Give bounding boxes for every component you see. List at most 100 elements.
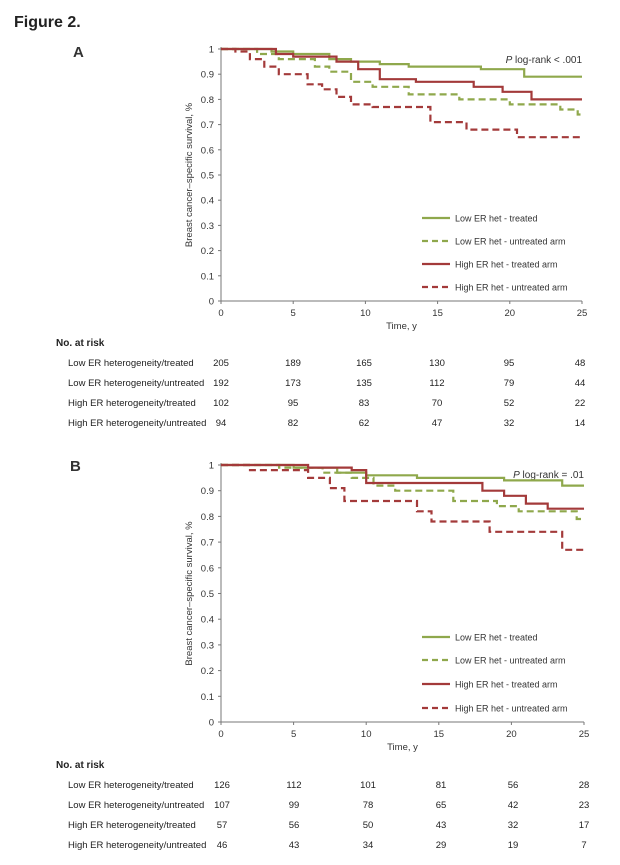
x-tick-label: 20 — [506, 729, 517, 740]
risk-table-row: High ER heterogeneity/treated 102 95 83 70 52… — [0, 398, 620, 412]
risk-table-panel-a: No. at risk Low ER heterogeneity/treated 2… — [0, 338, 620, 438]
x-tick-label: 15 — [432, 308, 443, 319]
legend-entry: Low ER het - untreated arm — [455, 237, 566, 247]
risk-table-title: No. at risk — [56, 760, 105, 771]
x-axis-label: Time, y — [386, 321, 417, 332]
legend-entry: Low ER het - untreated arm — [455, 656, 566, 666]
y-tick-label: 1 — [209, 45, 214, 56]
risk-table-row: High ER heterogeneity/treated 57 56 50 43 32 1… — [0, 820, 620, 834]
risk-count: 82 — [287, 418, 299, 429]
risk-count: 112 — [429, 378, 445, 389]
series-line-1 — [221, 47, 582, 78]
y-tick-label: 1 — [209, 461, 214, 472]
risk-count: 29 — [435, 840, 447, 851]
risk-count: 48 — [574, 358, 586, 369]
risk-count: 130 — [429, 358, 445, 369]
risk-row-label: High ER heterogeneity/untreated — [68, 418, 207, 429]
y-tick-label: 0.6 — [201, 563, 214, 574]
risk-count: 19 — [507, 840, 519, 851]
y-tick-label: 0.3 — [201, 221, 214, 232]
risk-count: 205 — [213, 358, 229, 369]
risk-count: 83 — [358, 398, 370, 409]
panel-label: B — [70, 458, 81, 475]
y-axis-label: Breast cancer–specific survival, % — [184, 102, 195, 247]
x-tick-label: 25 — [577, 308, 588, 319]
x-axis-label: Time, y — [387, 742, 418, 753]
risk-count: 56 — [507, 780, 519, 791]
y-axis-label: Breast cancer–specific survival, % — [184, 521, 195, 666]
risk-count: 57 — [216, 820, 228, 831]
p-value-text: log-rank < .001 — [512, 55, 582, 66]
legend-entry: Low ER het - treated — [455, 214, 538, 224]
y-tick-label: 0.6 — [201, 145, 214, 156]
y-tick-label: 0.4 — [201, 615, 214, 626]
risk-count: 32 — [503, 418, 515, 429]
y-tick-label: 0.9 — [201, 70, 214, 81]
risk-count: 62 — [358, 418, 370, 429]
risk-row-label: Low ER heterogeneity/treated — [68, 358, 194, 369]
risk-count: 22 — [574, 398, 586, 409]
risk-count: 50 — [362, 820, 374, 831]
legend-entry: High ER het - treated arm — [455, 260, 558, 270]
x-tick-label: 25 — [579, 729, 590, 740]
risk-count: 192 — [213, 378, 229, 389]
y-tick-label: 0 — [209, 297, 214, 308]
x-tick-label: 0 — [218, 308, 223, 319]
risk-count: 112 — [286, 780, 302, 791]
y-tick-label: 0.7 — [201, 538, 214, 549]
risk-row-label: High ER heterogeneity/treated — [68, 398, 196, 409]
risk-count: 95 — [503, 358, 515, 369]
y-tick-label: 0.5 — [201, 171, 214, 182]
x-tick-label: 10 — [361, 729, 372, 740]
risk-count: 135 — [356, 378, 372, 389]
y-tick-label: 0.9 — [201, 486, 214, 497]
p-value-italic: P — [506, 55, 513, 66]
risk-table-row: Low ER heterogeneity/treated 126 112 101 81 5… — [0, 780, 620, 794]
series-line-4 — [221, 463, 584, 551]
risk-count: 43 — [288, 840, 300, 851]
risk-count: 43 — [435, 820, 447, 831]
y-tick-label: 0.7 — [201, 120, 214, 131]
risk-table-panel-b: No. at risk Low ER heterogeneity/treated 1… — [0, 760, 620, 860]
x-tick-label: 15 — [434, 729, 445, 740]
risk-count: 189 — [285, 358, 301, 369]
risk-count: 17 — [578, 820, 590, 831]
risk-count: 46 — [216, 840, 228, 851]
risk-count: 47 — [431, 418, 443, 429]
risk-row-label: Low ER heterogeneity/treated — [68, 780, 194, 791]
series-line-3 — [221, 47, 582, 101]
risk-row-label: Low ER heterogeneity/untreated — [68, 800, 205, 811]
risk-count: 165 — [356, 358, 372, 369]
risk-count: 79 — [503, 378, 515, 389]
risk-table-row: Low ER heterogeneity/untreated 192 173 135 1… — [0, 378, 620, 392]
x-tick-label: 0 — [218, 729, 223, 740]
risk-count: 70 — [431, 398, 443, 409]
risk-count: 102 — [213, 398, 229, 409]
figure-title: Figure 2. — [14, 14, 81, 31]
risk-count: 14 — [574, 418, 586, 429]
risk-count: 126 — [214, 780, 230, 791]
y-tick-label: 0.5 — [201, 589, 214, 600]
legend-entry: Low ER het - treated — [455, 633, 538, 643]
risk-count: 107 — [214, 800, 230, 811]
legend-entry: High ER het - untreated arm — [455, 704, 568, 714]
risk-table-row: High ER heterogeneity/untreated 94 82 62 47 3… — [0, 418, 620, 432]
risk-count: 52 — [503, 398, 515, 409]
risk-table-title: No. at risk — [56, 338, 105, 349]
risk-count: 99 — [288, 800, 300, 811]
legend-entry: High ER het - untreated arm — [455, 283, 568, 293]
risk-row-label: High ER heterogeneity/untreated — [68, 840, 207, 851]
x-tick-label: 5 — [291, 308, 296, 319]
p-value-annotation: P log-rank < .001 — [506, 55, 583, 66]
risk-count: 32 — [507, 820, 519, 831]
risk-count: 28 — [578, 780, 590, 791]
risk-count: 7 — [581, 840, 587, 851]
series-line-3 — [221, 463, 584, 510]
risk-count: 101 — [360, 780, 376, 791]
y-tick-label: 0.8 — [201, 95, 214, 106]
x-tick-label: 10 — [360, 308, 371, 319]
risk-count: 65 — [435, 800, 447, 811]
y-tick-label: 0.3 — [201, 640, 214, 651]
risk-count: 95 — [287, 398, 299, 409]
risk-count: 23 — [578, 800, 590, 811]
